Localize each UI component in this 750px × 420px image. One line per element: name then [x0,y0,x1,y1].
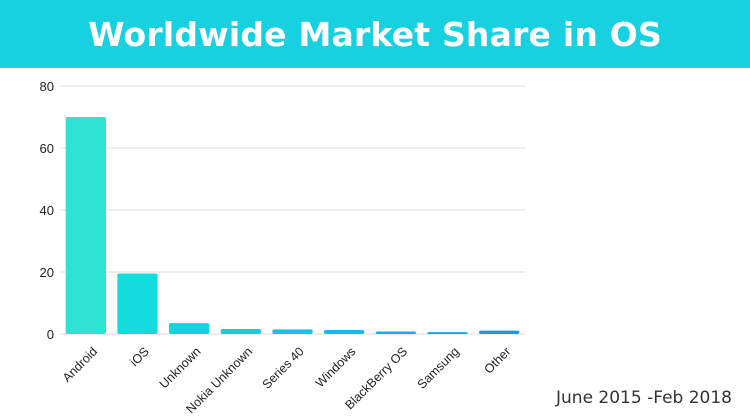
title-banner: Worldwide Market Share in OS [0,0,750,68]
bar-ios [117,273,158,334]
bar-android [65,117,106,334]
x-tick-label: Other [482,344,514,376]
bar-unknown [169,323,210,334]
x-tick-label: Android [60,344,100,384]
y-tick-label: 40 [40,203,54,218]
x-tick-label: Windows [313,344,359,390]
x-tick-label: iOS [127,344,152,369]
bar-blackberry-os [375,331,416,334]
bar-samsung [427,332,468,334]
y-axis-ticks: 0 20 40 60 80 [40,79,54,342]
y-tick-label: 60 [40,141,54,156]
y-tick-label: 20 [40,265,54,280]
bar-windows [324,329,365,334]
x-tick-label: Samsung [415,344,462,391]
x-tick-label: Unknown [157,344,204,391]
bar-nokia-unknown [220,329,261,334]
date-range-label: June 2015 -Feb 2018 [556,388,732,408]
y-tick-label: 0 [47,327,54,342]
bars [65,117,520,334]
bar-other [479,330,520,334]
y-tick-label: 80 [40,79,54,94]
chart-title: Worldwide Market Share in OS [88,14,662,54]
bar-series-40 [272,329,313,334]
x-tick-label: Series 40 [260,344,307,391]
